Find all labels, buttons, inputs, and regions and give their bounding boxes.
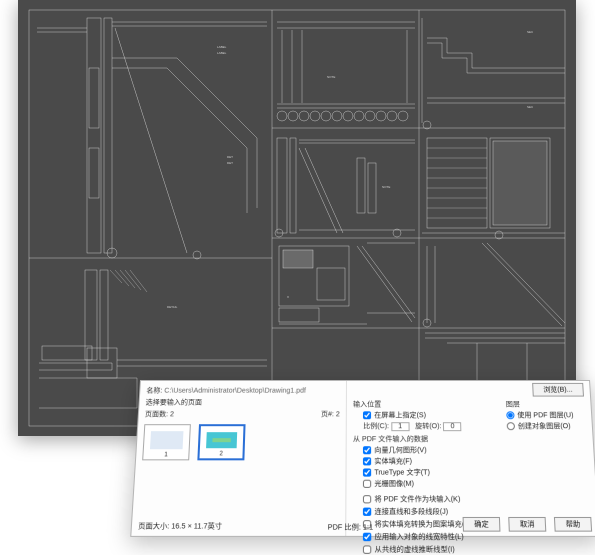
create-obj-layers-radio[interactable] xyxy=(506,422,514,430)
select-pages-label: 选择要输入的页面 xyxy=(145,398,340,408)
svg-text:DET: DET xyxy=(227,161,233,165)
raster-img-check[interactable] xyxy=(363,480,371,488)
path-label: 名称: xyxy=(146,388,162,395)
apply-lw-check[interactable] xyxy=(363,533,371,541)
svg-text:DETAIL: DETAIL xyxy=(167,305,178,309)
layers-group: 图层 xyxy=(506,400,585,410)
svg-text:LABEL: LABEL xyxy=(217,45,227,49)
help-button[interactable]: 帮助 xyxy=(554,517,592,532)
page-size: 页面大小: 16.5 × 11.7英寸 xyxy=(138,523,222,530)
pdf-ratio-label: PDF 比例: 1:1 xyxy=(328,522,373,533)
scale-input[interactable]: 1 xyxy=(391,422,409,431)
vector-geom-check[interactable] xyxy=(363,446,371,454)
infer-lt-check[interactable] xyxy=(363,545,371,554)
use-pdf-layers-radio[interactable] xyxy=(506,411,514,419)
svg-text:NOTE: NOTE xyxy=(382,185,390,189)
page-thumbnails: 1 2 xyxy=(142,424,340,460)
as-block-check[interactable] xyxy=(363,495,371,503)
page-count: 页面数: 2 xyxy=(145,409,175,419)
cad-canvas: LABEL LABEL DET DET NOTE NOTE SEC SEC DETAIL… xyxy=(26,8,568,428)
pdf-import-dialog[interactable]: 名称: C:\Users\Administrator\Desktop\Drawi… xyxy=(130,380,595,537)
dialog-right-pane: 浏览(B)... 输入位置 在屏幕上指定(S) 比例(C): 1 旋转(O): … xyxy=(346,381,595,536)
tt-text-check[interactable] xyxy=(363,468,371,476)
svg-text:SEC: SEC xyxy=(527,30,534,34)
svg-text:LABEL: LABEL xyxy=(217,51,227,55)
path-value: C:\Users\Administrator\Desktop\Drawing1.… xyxy=(164,388,306,395)
pdf-data-group: 从 PDF 文件输入的数据 xyxy=(353,434,499,444)
cancel-button[interactable]: 取消 xyxy=(508,517,546,532)
ok-button[interactable]: 确定 xyxy=(463,517,501,532)
cad-drawing-window: LABEL LABEL DET DET NOTE NOTE SEC SEC DETAIL… xyxy=(18,0,576,436)
svg-text:X: X xyxy=(287,295,289,299)
thumb-1[interactable]: 1 xyxy=(142,424,191,460)
rotation-input[interactable]: 0 xyxy=(443,422,461,431)
svg-text:NOTE: NOTE xyxy=(327,75,335,79)
svg-text:DET: DET xyxy=(227,155,233,159)
insert-group: 输入位置 xyxy=(353,400,498,410)
page-num: 页#: 2 xyxy=(321,409,340,419)
cad-drawing-svg: LABEL LABEL DET DET NOTE NOTE SEC SEC DETAIL… xyxy=(26,8,568,428)
browse-button[interactable]: 浏览(B)... xyxy=(532,383,584,397)
spec-onscreen-check[interactable] xyxy=(363,411,371,419)
thumb-2[interactable]: 2 xyxy=(197,424,245,460)
svg-text:SEC: SEC xyxy=(527,105,534,109)
dialog-left-pane: 名称: C:\Users\Administrator\Desktop\Drawi… xyxy=(131,381,347,536)
dialog-button-bar: 确定 取消 帮助 xyxy=(346,515,595,534)
solid-fill-check[interactable] xyxy=(363,457,371,465)
